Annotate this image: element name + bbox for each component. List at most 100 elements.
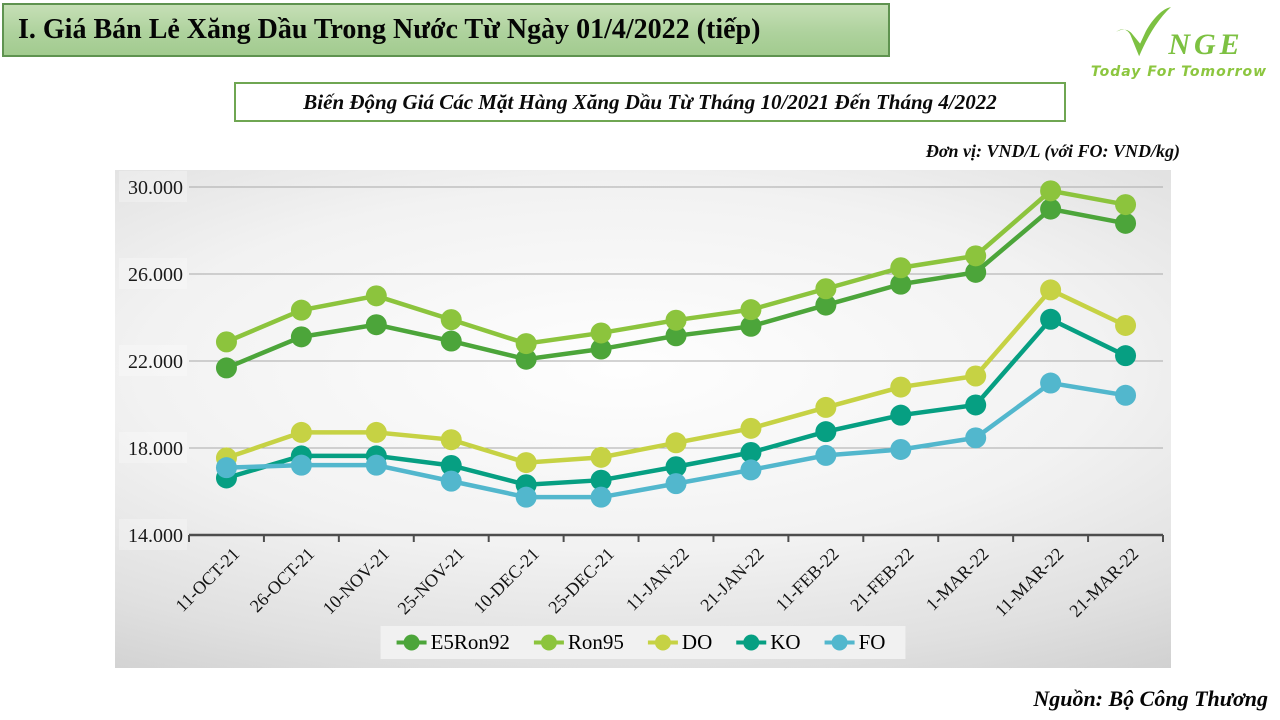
x-axis-tick-label: 11-MAR-22 xyxy=(991,544,1068,621)
series-point-E5Ron92 xyxy=(1040,198,1062,220)
y-axis-tick-label: 14.000 xyxy=(128,525,183,547)
series-point-FO xyxy=(1115,384,1137,406)
legend-box xyxy=(380,626,906,659)
legend-label-KO: KO xyxy=(770,630,800,654)
x-axis-tick-label: 1-MAR-22 xyxy=(922,544,993,615)
x-axis-tick-label: 10-DEC-21 xyxy=(469,544,543,618)
series-point-DO xyxy=(440,429,462,451)
series-point-FO xyxy=(665,473,687,495)
series-point-KO xyxy=(740,442,762,464)
series-point-FO xyxy=(890,438,912,460)
series-point-FO xyxy=(290,454,312,476)
x-axis-tick-label: 11-JAN-22 xyxy=(622,544,693,615)
ytick-bg xyxy=(119,519,187,550)
legend-marker-dot-DO xyxy=(654,634,671,651)
series-point-E5Ron92 xyxy=(290,326,312,348)
legend-label-FO: FO xyxy=(859,630,886,654)
x-axis-tick-label: 11-FEB-22 xyxy=(772,544,843,615)
series-point-DO xyxy=(590,446,612,468)
x-axis-tick-label: 10-NOV-21 xyxy=(319,544,393,618)
series-point-FO xyxy=(1040,372,1062,394)
series-point-FO xyxy=(740,459,762,481)
series-point-Ron95 xyxy=(890,257,912,279)
x-axis-tick-label: 21-FEB-22 xyxy=(846,544,917,615)
series-point-Ron95 xyxy=(665,309,687,331)
series-point-DO xyxy=(890,376,912,398)
series-point-DO xyxy=(1115,314,1137,336)
series-point-DO xyxy=(740,417,762,439)
series-point-E5Ron92 xyxy=(740,315,762,337)
ytick-bg xyxy=(119,432,187,463)
ytick-bg xyxy=(119,171,187,202)
unit-note: Đơn vị: VND/L (với FO: VND/kg) xyxy=(925,141,1180,161)
series-point-Ron95 xyxy=(440,309,462,331)
series-point-E5Ron92 xyxy=(665,325,687,347)
vnge-logo-text: NGE xyxy=(1168,28,1244,61)
slide-title-bar: I. Giá Bán Lẻ Xăng Dầu Trong Nước Từ Ngà… xyxy=(2,3,890,57)
series-point-E5Ron92 xyxy=(365,314,387,336)
y-axis-tick-label: 18.000 xyxy=(128,438,183,460)
y-axis-tick-label: 26.000 xyxy=(128,264,183,286)
series-point-DO xyxy=(815,396,837,418)
series-point-KO xyxy=(665,456,687,478)
price-line-chart: 14.000 18.000 22.000 26.000 30.000 11-OCT-21 2… xyxy=(115,170,1171,668)
chart-title-box: Biến Động Giá Các Mặt Hàng Xăng Dầu Từ T… xyxy=(234,82,1066,122)
series-point-Ron95 xyxy=(815,278,837,300)
series-point-Ron95 xyxy=(590,322,612,344)
series-point-KO xyxy=(890,404,912,426)
legend-marker-dot-Ron95 xyxy=(540,634,557,651)
ytick-bg xyxy=(119,345,187,376)
vnge-logo-brand: NGE xyxy=(1086,4,1272,62)
x-axis-tick-label: 21-MAR-22 xyxy=(1065,544,1142,621)
x-axis-tick-label: 11-OCT-21 xyxy=(171,544,243,616)
source-note: Nguồn: Bộ Công Thương xyxy=(1033,686,1268,711)
series-point-Ron95 xyxy=(215,331,237,353)
series-point-DO xyxy=(665,432,687,454)
series-point-FO xyxy=(590,486,612,508)
series-point-E5Ron92 xyxy=(215,357,237,379)
series-point-FO xyxy=(440,470,462,492)
chart-title: Biến Động Giá Các Mặt Hàng Xăng Dầu Từ T… xyxy=(303,89,997,114)
series-point-FO xyxy=(815,444,837,466)
series-point-KO xyxy=(590,469,612,491)
x-axis-tick-label: 21-JAN-22 xyxy=(696,544,767,615)
vnge-logo: NGE Today For Tomorrow xyxy=(1086,4,1272,80)
series-point-E5Ron92 xyxy=(815,294,837,316)
series-point-Ron95 xyxy=(965,245,987,267)
legend-label-E5Ron92: E5Ron92 xyxy=(431,630,510,654)
x-axis-tick-label: 26-OCT-21 xyxy=(246,544,318,616)
series-point-E5Ron92 xyxy=(440,330,462,352)
series-point-FO xyxy=(515,486,537,508)
series-point-Ron95 xyxy=(1115,194,1137,216)
series-point-DO xyxy=(965,365,987,387)
legend-marker-dot-KO xyxy=(743,634,760,651)
legend-label-Ron95: Ron95 xyxy=(568,630,624,654)
series-point-FO xyxy=(965,427,987,449)
series-point-DO xyxy=(365,421,387,443)
vnge-logo-tagline: Today For Tomorrow xyxy=(1090,64,1268,80)
series-point-DO xyxy=(515,452,537,474)
series-point-KO xyxy=(440,454,462,476)
y-axis-tick-label: 30.000 xyxy=(128,177,183,199)
series-point-KO xyxy=(1040,308,1062,330)
page-title: I. Giá Bán Lẻ Xăng Dầu Trong Nước Từ Ngà… xyxy=(18,14,761,45)
x-axis-tick-label: 25-NOV-21 xyxy=(394,544,468,618)
series-point-Ron95 xyxy=(740,299,762,321)
x-axis-tick-label: 25-DEC-21 xyxy=(544,544,618,618)
series-point-FO xyxy=(365,454,387,476)
series-point-E5Ron92 xyxy=(515,348,537,370)
series-point-Ron95 xyxy=(290,299,312,321)
ytick-bg xyxy=(119,258,187,289)
series-point-Ron95 xyxy=(1040,180,1062,202)
legend-marker-dot-FO xyxy=(831,634,848,651)
series-point-DO xyxy=(1040,279,1062,301)
series-point-E5Ron92 xyxy=(1115,212,1137,234)
vnge-logo-swoosh-icon xyxy=(1116,6,1172,57)
series-point-KO xyxy=(1115,345,1137,367)
series-point-DO xyxy=(290,421,312,443)
series-point-E5Ron92 xyxy=(590,338,612,360)
series-point-KO xyxy=(815,421,837,443)
series-point-FO xyxy=(215,457,237,479)
series-point-Ron95 xyxy=(365,285,387,307)
